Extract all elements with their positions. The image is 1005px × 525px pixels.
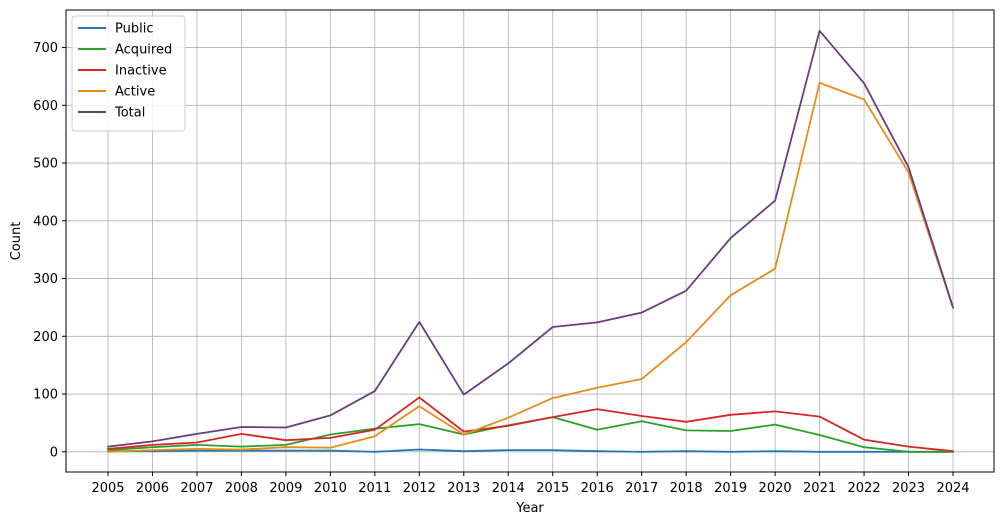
x-tick-label: 2022 — [848, 481, 881, 496]
grid-lines — [66, 10, 994, 472]
legend: Public Acquired Inactive Active Total — [71, 15, 186, 132]
x-tick-label: 2015 — [536, 481, 569, 496]
y-tick-label: 400 — [33, 214, 58, 229]
x-tick-label: 2021 — [803, 481, 836, 496]
x-tick-label: 2018 — [670, 481, 703, 496]
legend-box — [71, 15, 186, 132]
x-tick-label: 2010 — [314, 481, 347, 496]
series-line-total — [107, 29, 954, 448]
y-axis-title: Count — [9, 222, 24, 261]
x-tick-label: 2008 — [225, 481, 258, 496]
legend-label: Total — [114, 106, 145, 121]
x-axis-title: Year — [515, 501, 544, 516]
legend-entry: Acquired — [78, 43, 172, 58]
x-tick-label: 2005 — [91, 481, 124, 496]
y-tick-label: 600 — [33, 99, 58, 114]
x-tick-label: 2024 — [936, 481, 969, 496]
legend-label: Acquired — [115, 43, 172, 58]
legend-entry: Public — [78, 22, 153, 37]
legend-entry: Active — [78, 85, 155, 100]
x-tick-label: 2007 — [180, 481, 213, 496]
x-tick-label: 2013 — [447, 481, 480, 496]
x-tick-label: 2017 — [625, 481, 658, 496]
y-tick-label: 500 — [33, 157, 58, 172]
x-tick-label: 2023 — [892, 481, 925, 496]
x-tick-label: 2016 — [581, 481, 614, 496]
x-tick-label: 2019 — [714, 481, 747, 496]
y-axis: 0 100 200 300 400 500 600 700 — [33, 41, 66, 460]
series-lines — [107, 29, 954, 453]
legend-label: Inactive — [115, 64, 167, 79]
legend-label: Public — [115, 22, 153, 37]
legend-label: Active — [115, 85, 155, 100]
series-line-active — [107, 81, 954, 453]
x-tick-label: 2012 — [403, 481, 436, 496]
series-line-inactive — [107, 396, 954, 453]
x-tick-label: 2014 — [492, 481, 525, 496]
x-tick-label: 2006 — [136, 481, 169, 496]
x-tick-label: 2020 — [759, 481, 792, 496]
legend-entry: Inactive — [78, 64, 167, 79]
x-tick-label: 2009 — [269, 481, 302, 496]
y-tick-label: 700 — [33, 41, 58, 56]
y-tick-label: 200 — [33, 330, 58, 345]
y-tick-label: 300 — [33, 272, 58, 287]
y-tick-label: 0 — [50, 445, 58, 460]
series-line-public — [107, 448, 954, 453]
legend-entry: Total — [78, 106, 145, 121]
x-axis: 2005 2006 2007 2008 2009 2010 2011 2012 2013 2014… — [91, 472, 970, 496]
x-tick-label: 2011 — [358, 481, 391, 496]
y-tick-label: 100 — [33, 388, 58, 403]
plot-area-frame — [65, 9, 995, 473]
